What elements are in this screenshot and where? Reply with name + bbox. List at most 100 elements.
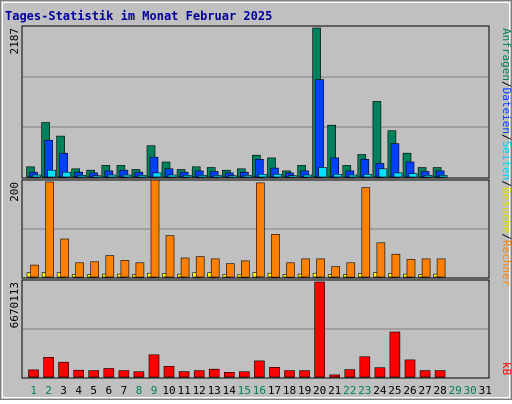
bar-seiten-day-2 [47, 169, 56, 178]
bar-kb-day-14 [224, 371, 235, 378]
bar-rechner-day-10 [165, 235, 175, 278]
legend-separator-4: / [500, 233, 512, 240]
x-label-day-3: 3 [60, 384, 67, 397]
bar-dateien-day-25 [390, 143, 400, 178]
legend-kb: kB [500, 362, 512, 376]
bar-seiten-day-11 [182, 175, 192, 178]
bar-rechner-day-28 [436, 258, 446, 278]
bar-kb-day-19 [299, 370, 310, 378]
bar-seiten-day-8 [137, 175, 147, 178]
bar-kb-day-20 [314, 281, 325, 378]
panel-top-plot-area [21, 25, 490, 179]
bar-rechner-day-23 [361, 187, 371, 278]
bar-rechner-day-26 [406, 259, 416, 278]
x-label-day-6: 6 [105, 384, 112, 397]
x-label-day-8: 8 [136, 384, 143, 397]
panel-bottom-ymax-label: 6670113 [8, 282, 21, 328]
bar-rechner-day-16 [256, 182, 265, 278]
bar-seiten-day-7 [122, 174, 132, 178]
bar-rechner-day-24 [376, 242, 386, 278]
bar-kb-day-12 [193, 370, 205, 378]
bar-seiten-day-16 [258, 174, 267, 178]
legend-seiten: Seiten [500, 141, 512, 181]
bar-seiten-day-23 [363, 174, 373, 178]
bar-kb-day-23 [359, 356, 371, 378]
bar-kb-day-22 [344, 369, 356, 378]
x-label-day-26: 26 [403, 384, 416, 397]
bar-seiten-day-27 [423, 175, 433, 178]
bar-kb-day-11 [178, 371, 190, 378]
bar-kb-day-16 [254, 360, 265, 378]
legend-dateien: Dateien [500, 88, 512, 134]
legend-top: Anfragen/Dateien/Seiten/Besuche/Rechner [500, 28, 512, 287]
bar-rechner-day-7 [120, 260, 130, 278]
bar-kb-day-15 [239, 371, 250, 378]
bar-rechner-day-4 [75, 262, 84, 278]
bar-kb-day-2 [43, 356, 54, 378]
x-label-day-25: 25 [388, 384, 401, 397]
bar-rechner-day-9 [150, 179, 160, 278]
legend-besuche: Besuche [500, 187, 512, 233]
bar-rechner-day-2 [45, 181, 54, 278]
x-label-day-16: 16 [253, 384, 266, 397]
bar-kb-day-28 [434, 370, 446, 378]
bar-seiten-day-19 [303, 174, 312, 178]
bar-kb-day-6 [103, 368, 115, 378]
x-label-day-14: 14 [223, 384, 237, 397]
x-label-day-21: 21 [328, 384, 341, 397]
bar-seiten-day-22 [348, 174, 358, 178]
bar-seiten-day-5 [92, 175, 101, 178]
bar-seiten-day-20 [318, 167, 327, 178]
x-label-day-31: 31 [479, 384, 492, 397]
bar-seiten-day-21 [333, 174, 343, 178]
legend-separator-2: / [500, 134, 512, 141]
x-label-day-28: 28 [433, 384, 446, 397]
bar-kb-day-3 [58, 361, 69, 378]
bar-seiten-day-15 [243, 175, 252, 178]
bar-kb-day-13 [208, 368, 220, 378]
chart-title: Tages-Statistik im Monat Februar 2025 [5, 9, 272, 23]
bar-rechner-day-21 [331, 266, 341, 278]
x-label-day-2: 2 [45, 384, 52, 397]
bar-rechner-day-20 [316, 258, 325, 278]
bar-seiten-day-10 [167, 174, 177, 178]
bar-seiten-day-26 [408, 173, 418, 178]
chart-bars [23, 27, 488, 378]
bar-kb-day-21 [329, 374, 341, 378]
x-label-day-22: 22 [343, 384, 356, 397]
legend-separator-1: / [500, 81, 512, 88]
bar-rechner-day-27 [421, 258, 431, 278]
panel-middle-ymax-label: 200 [8, 182, 21, 202]
x-label-day-29: 29 [449, 384, 462, 397]
bar-seiten-day-17 [273, 174, 282, 178]
bar-kb-day-7 [118, 370, 130, 378]
bar-seiten-day-13 [212, 175, 222, 178]
x-label-day-23: 23 [358, 384, 371, 397]
bar-seiten-day-12 [197, 175, 207, 178]
bar-kb-day-5 [88, 370, 99, 378]
bar-seiten-day-18 [288, 175, 297, 178]
bar-rechner-day-19 [301, 258, 310, 278]
x-label-day-18: 18 [283, 384, 296, 397]
x-label-day-4: 4 [75, 384, 82, 397]
legend-separator-3: / [500, 180, 512, 187]
bar-seiten-day-9 [152, 172, 162, 178]
x-axis-labels: 1 2 3 4 5 6 7 8 9 10 11 12 13 14 15 16 17 18 19 20 21 22 23 24 2… [30, 384, 492, 397]
bar-rechner-day-15 [241, 260, 250, 278]
x-label-day-13: 13 [208, 384, 221, 397]
x-label-day-19: 19 [298, 384, 311, 397]
x-label-day-27: 27 [418, 384, 431, 397]
x-label-day-7: 7 [121, 384, 128, 397]
bar-kb-day-25 [389, 331, 401, 378]
bar-rechner-day-12 [195, 256, 205, 278]
bar-kb-day-9 [148, 354, 160, 378]
chart-inner-border [2, 2, 510, 398]
bar-seiten-day-28 [438, 175, 448, 178]
x-label-day-10: 10 [162, 384, 175, 397]
x-label-day-30: 30 [464, 384, 477, 397]
bar-dateien-day-20 [315, 79, 324, 178]
x-label-day-9: 9 [151, 384, 158, 397]
bar-kb-day-26 [404, 359, 416, 378]
bar-seiten-day-14 [228, 175, 237, 178]
